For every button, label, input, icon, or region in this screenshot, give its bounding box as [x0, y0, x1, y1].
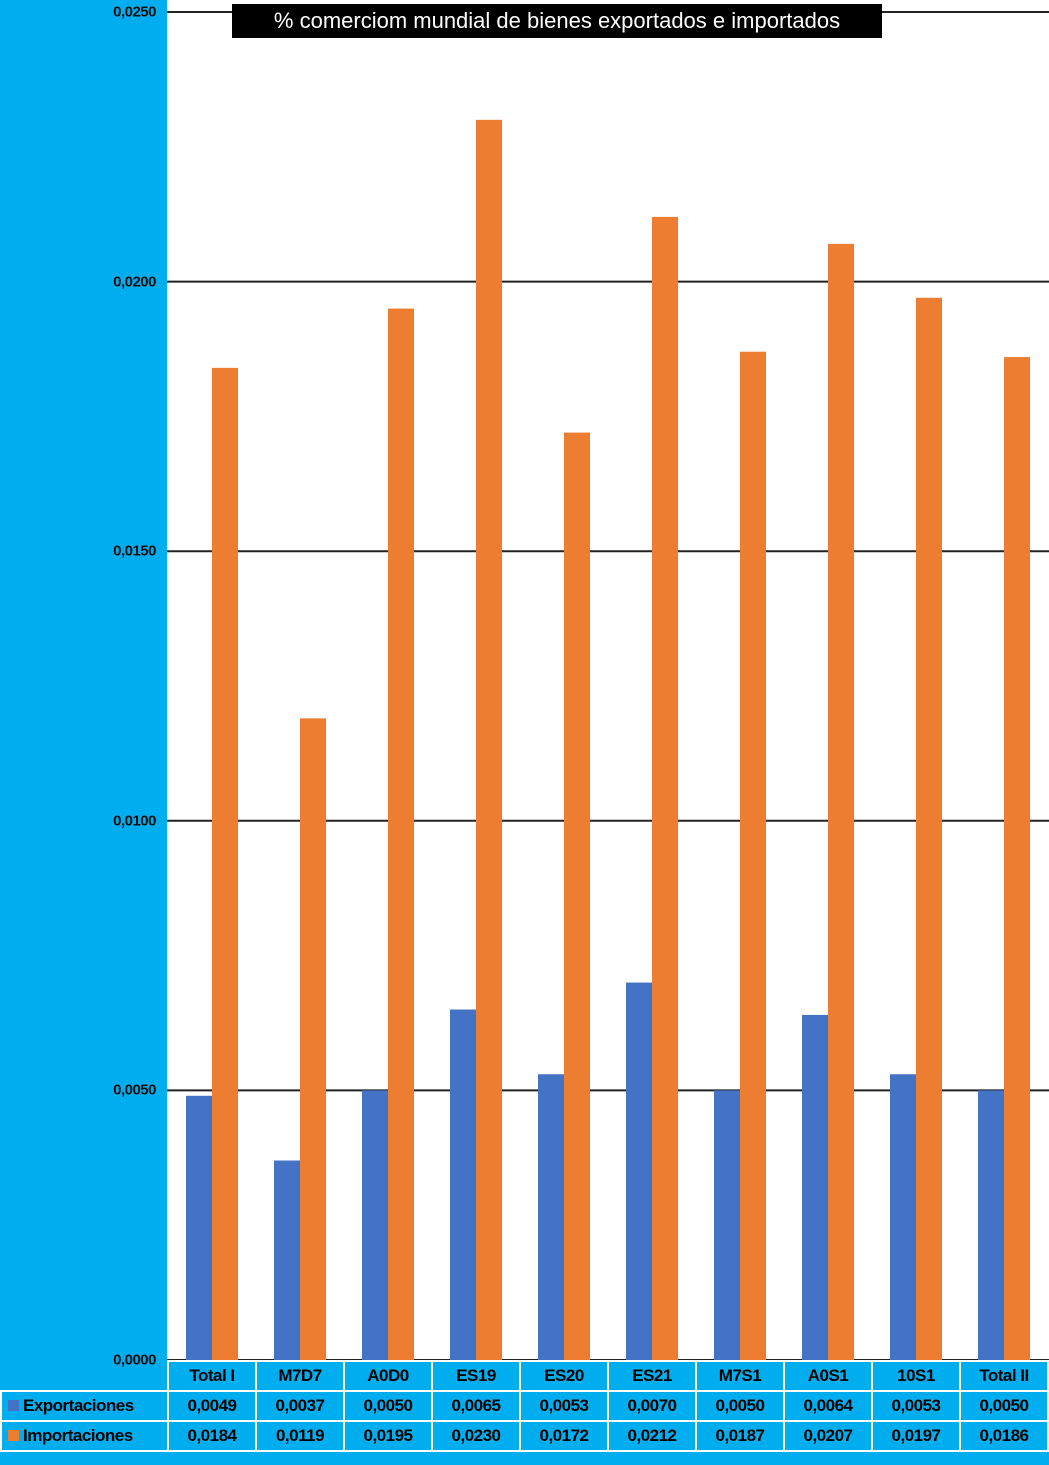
data-label: 0,0195 — [343, 1420, 433, 1452]
data-label: 0,0070 — [607, 1390, 697, 1422]
data-label: 0,0064 — [783, 1390, 873, 1422]
legend-entry: Importaciones — [0, 1420, 169, 1452]
category-label: ES21 — [607, 1360, 697, 1392]
category-label: 10S1 — [871, 1360, 961, 1392]
table-row: Importaciones 0,0184 0,0119 0,0195 0,0230 0,0… — [0, 1420, 1049, 1452]
bar-exportaciones-es19 — [450, 1009, 476, 1360]
bar-importaciones-total-ii — [1004, 357, 1030, 1360]
y-tick-label: 0,0000 — [113, 1351, 156, 1369]
category-label: A0S1 — [783, 1360, 873, 1392]
category-label: Total II — [959, 1360, 1049, 1392]
data-label: 0,0230 — [431, 1420, 521, 1452]
bar-importaciones-total-i — [212, 367, 238, 1360]
data-label: 0,0050 — [695, 1390, 785, 1422]
y-tick-label: 0,0200 — [113, 273, 156, 291]
category-label: Total I — [167, 1360, 257, 1392]
plot-area — [167, 0, 1049, 1360]
data-label: 0,0172 — [519, 1420, 609, 1452]
bar-importaciones-es20 — [564, 432, 590, 1360]
bar-importaciones-a0d0 — [388, 308, 414, 1360]
y-tick-label: 0,0100 — [113, 812, 156, 830]
data-table: Total I M7D7 A0D0 ES19 ES20 ES21 M7S1 A0S1 10S1 T… — [0, 1360, 1049, 1452]
bar-importaciones-es21 — [652, 216, 678, 1360]
bar-exportaciones-es21 — [626, 982, 652, 1360]
bar-chart — [167, 11, 1049, 1360]
legend-swatch — [8, 1400, 19, 1411]
data-label: 0,0184 — [167, 1420, 257, 1452]
y-tick-label: 0,0050 — [113, 1081, 156, 1099]
data-label: 0,0065 — [431, 1390, 521, 1422]
data-label: 0,0197 — [871, 1420, 961, 1452]
bar-importaciones-10s1 — [916, 297, 942, 1360]
data-label: 0,0186 — [959, 1420, 1049, 1452]
category-label: M7S1 — [695, 1360, 785, 1392]
bar-exportaciones-10s1 — [890, 1074, 916, 1360]
y-tick-label: 0,0150 — [113, 542, 156, 560]
category-label: A0D0 — [343, 1360, 433, 1392]
data-label: 0,0053 — [871, 1390, 961, 1422]
bar-exportaciones-total-i — [186, 1095, 212, 1360]
legend-label: Importaciones — [23, 1426, 133, 1445]
data-label: 0,0119 — [255, 1420, 345, 1452]
data-label: 0,0207 — [783, 1420, 873, 1452]
bar-exportaciones-m7s1 — [714, 1090, 740, 1360]
legend-swatch — [8, 1430, 19, 1441]
bar-exportaciones-total-ii — [978, 1090, 1004, 1360]
bar-exportaciones-m7d7 — [274, 1160, 300, 1360]
data-label: 0,0212 — [607, 1420, 697, 1452]
chart-title: % comerciom mundial de bienes exportados… — [232, 4, 882, 38]
bar-importaciones-m7s1 — [740, 351, 766, 1360]
bar-exportaciones-a0s1 — [802, 1014, 828, 1360]
table-row: Exportaciones 0,0049 0,0037 0,0050 0,0065 0,0… — [0, 1390, 1049, 1422]
bar-exportaciones-a0d0 — [362, 1090, 388, 1360]
data-label: 0,0050 — [343, 1390, 433, 1422]
bar-importaciones-a0s1 — [828, 243, 854, 1360]
bar-importaciones-es19 — [476, 119, 502, 1360]
table-corner — [1, 1361, 168, 1391]
data-label: 0,0049 — [167, 1390, 257, 1422]
category-label: ES20 — [519, 1360, 609, 1392]
data-label: 0,0050 — [959, 1390, 1049, 1422]
data-label: 0,0187 — [695, 1420, 785, 1452]
legend-label: Exportaciones — [23, 1396, 134, 1415]
category-label: M7D7 — [255, 1360, 345, 1392]
data-label: 0,0053 — [519, 1390, 609, 1422]
legend-entry: Exportaciones — [0, 1390, 169, 1422]
bar-importaciones-m7d7 — [300, 718, 326, 1360]
data-label: 0,0037 — [255, 1390, 345, 1422]
category-label: ES19 — [431, 1360, 521, 1392]
bar-exportaciones-es20 — [538, 1074, 564, 1360]
y-tick-label: 0,0250 — [113, 3, 156, 21]
